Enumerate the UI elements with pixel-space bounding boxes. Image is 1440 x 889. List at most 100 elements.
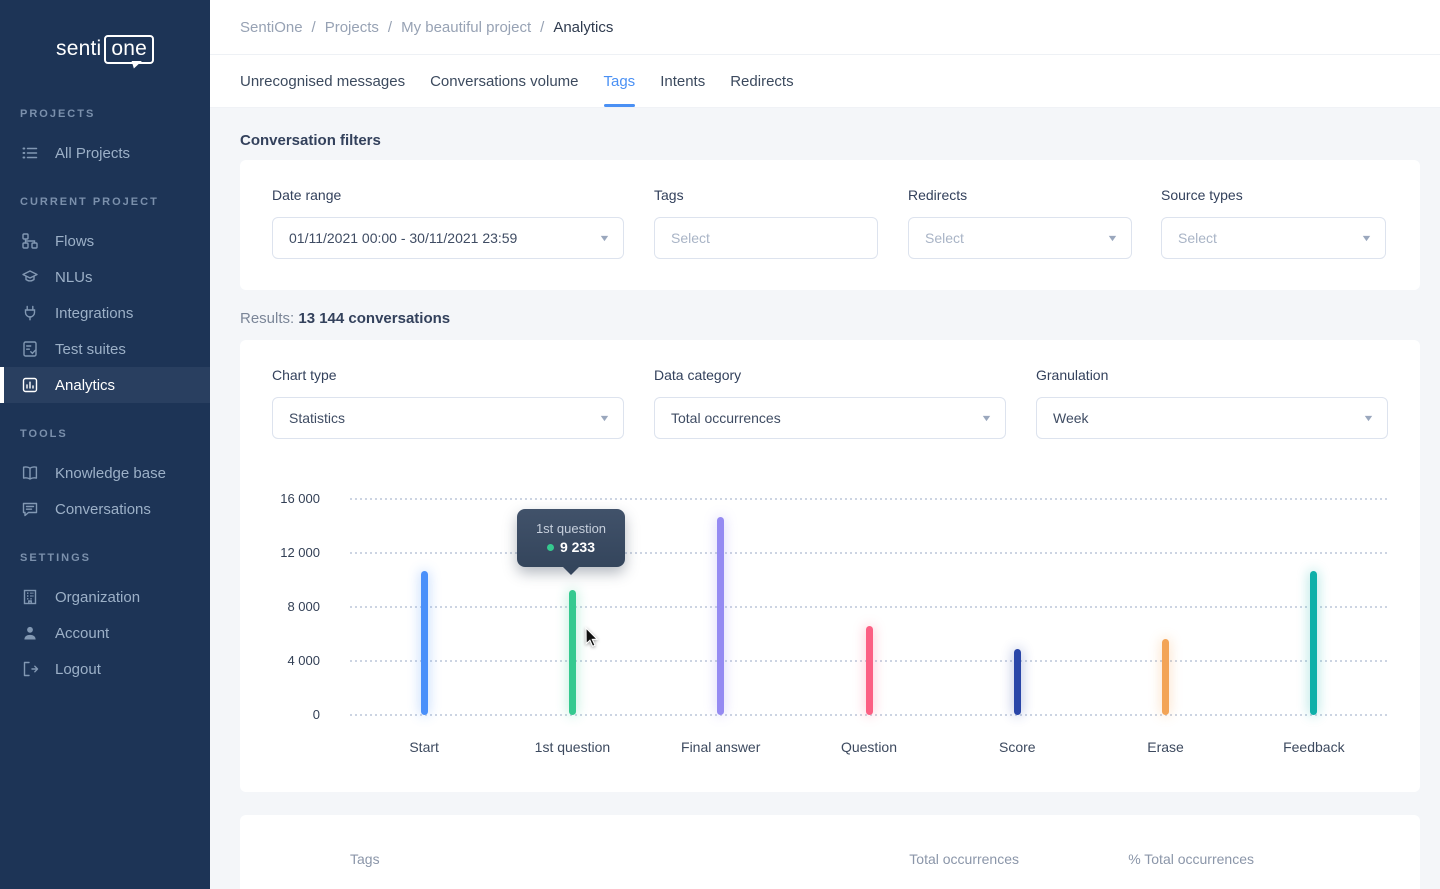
logo-box: one [104,34,154,69]
sidebar-section-label: PROJECTS [20,108,96,120]
field-granulation: Granulation Week ▼ [1036,367,1388,439]
field-date_range: Date range 01/11/2021 00:00 - 30/11/2021 … [272,187,624,259]
chevron-down-icon: ▼ [1362,413,1375,423]
gridline [350,714,1388,716]
data_category-select[interactable]: Total occurrences ▼ [654,397,1006,439]
sidebar-item-integrations[interactable]: Integrations [0,295,210,331]
tooltip-value: 9 233 [559,539,596,555]
breadcrumb-item-sentione[interactable]: SentiOne [240,18,303,36]
sidebar-item-label: Analytics [55,376,116,394]
chevron-down-icon: ▼ [598,413,611,423]
bar-start[interactable] [420,570,428,715]
field-redirects: Redirects Select ▼ [908,187,1132,259]
bar-score[interactable] [1013,648,1021,715]
x-axis-label-final-answer: Final answer [681,739,761,755]
main-area: SentiOne / Projects / My beautiful project / A… [210,0,1440,889]
sidebar-item-account[interactable]: Account [0,615,210,651]
tooltip-series-dot [546,543,554,551]
tab-conversations-volume[interactable]: Conversations volume [430,72,579,90]
field-data_category: Data category Total occurrences ▼ [654,367,1006,439]
sidebar-item-label: All Projects [55,144,131,162]
breadcrumb-separator: / [540,18,545,36]
granulation-select[interactable]: Week ▼ [1036,397,1388,439]
sidebar-item-test-suites[interactable]: Test suites [0,331,210,367]
plug-icon [20,304,39,323]
tooltip-category: 1st question [535,521,607,536]
chevron-down-icon: ▼ [598,233,611,243]
breadcrumb-item-my-beautiful-project[interactable]: My beautiful project [401,18,532,36]
source_types-select[interactable]: Select ▼ [1161,217,1386,259]
sidebar-item-label: Account [55,624,110,642]
sidebar-item-label: Integrations [55,304,134,322]
filters-card: Date range 01/11/2021 00:00 - 30/11/2021 … [240,160,1420,290]
sentione-logo[interactable]: senti one [0,0,210,90]
table-header--total-occurrences: % Total occurrences [1128,851,1254,867]
tab-bar: Unrecognised messages Conversations volum… [210,55,1440,108]
sidebar-item-analytics[interactable]: Analytics [0,367,210,403]
sidebar-section-label: SETTINGS [20,552,92,564]
content: Conversation filters Date range 01/11/202… [210,108,1440,889]
logout-icon [20,660,39,679]
field-label-tags: Tags [654,187,684,203]
sidebar-item-conversations[interactable]: Conversations [0,491,210,527]
sidebar-item-label: Organization [55,588,141,606]
y-axis-tick-label: 0 [312,707,320,722]
field-label-data_category: Data category [654,367,742,383]
y-axis-tick-label: 12 000 [280,545,320,560]
y-axis-tick-label: 4 000 [287,653,320,668]
book-icon [20,464,39,483]
chart_type-select-value: Statistics [289,410,346,426]
bar-erase[interactable] [1162,639,1170,715]
sidebar-item-knowledge-base[interactable]: Knowledge base [0,455,210,491]
sidebar-item-organization[interactable]: Organization [0,579,210,615]
list-icon [20,144,39,163]
results-count: 13 144 conversations [298,310,451,327]
data_category-select-value: Total occurrences [671,410,781,426]
granulation-select-value: Week [1053,410,1089,426]
bar-question[interactable] [865,625,873,715]
y-axis-tick-label: 16 000 [280,491,320,506]
x-axis-label-feedback: Feedback [1283,739,1345,755]
tags-select[interactable]: Select [654,217,878,259]
chat-bubble-icon [20,500,39,519]
chart_type-select[interactable]: Statistics ▼ [272,397,624,439]
tab-unrecognised-messages[interactable]: Unrecognised messages [240,72,406,90]
sidebar-item-logout[interactable]: Logout [0,651,210,687]
sidebar-item-flows[interactable]: Flows [0,223,210,259]
breadcrumb: SentiOne / Projects / My beautiful project / A… [210,0,1440,55]
table-header-total-occurrences: Total occurrences [909,851,1019,867]
logo-text-prefix: senti [56,37,102,60]
logo-speech-tail [131,60,143,69]
field-label-source_types: Source types [1161,187,1243,203]
x-axis-label-erase: Erase [1147,739,1184,755]
sidebar-item-label: Test suites [55,340,126,358]
sidebar-item-nlus[interactable]: NLUs [0,259,210,295]
bar-feedback[interactable] [1310,570,1318,715]
sidebar-item-label: Conversations [55,500,151,518]
sidebar-item-label: Flows [55,232,95,250]
tab-tags[interactable]: Tags [603,55,635,107]
date_range-select[interactable]: 01/11/2021 00:00 - 30/11/2021 23:59 ▼ [272,217,624,259]
bar-1st-question[interactable] [568,590,576,715]
conversation-filters-title: Conversation filters [240,132,381,149]
redirects-select[interactable]: Select ▼ [908,217,1132,259]
breadcrumb-item-projects[interactable]: Projects [324,18,379,36]
tab-redirects[interactable]: Redirects [730,72,794,90]
logo-text-boxed: one [111,36,147,60]
chevron-down-icon: ▼ [980,413,993,423]
bar-chart-icon [20,376,39,395]
x-axis-label-1st-question: 1st question [534,739,611,755]
sidebar-section-label: TOOLS [20,428,68,440]
bar-final-answer[interactable] [717,516,725,715]
sidebar-item-label: NLUs [55,268,93,286]
field-label-granulation: Granulation [1036,367,1109,383]
tab-intents[interactable]: Intents [660,72,706,90]
gridline [350,552,1388,554]
results-summary: Results: 13 144 conversations [240,310,450,327]
sidebar-item-all-projects[interactable]: All Projects [0,135,210,171]
x-axis-label-score: Score [998,739,1036,755]
redirects-select-value: Select [925,230,964,246]
field-chart_type: Chart type Statistics ▼ [272,367,624,439]
sidebar-section-label: CURRENT PROJECT [20,196,159,208]
